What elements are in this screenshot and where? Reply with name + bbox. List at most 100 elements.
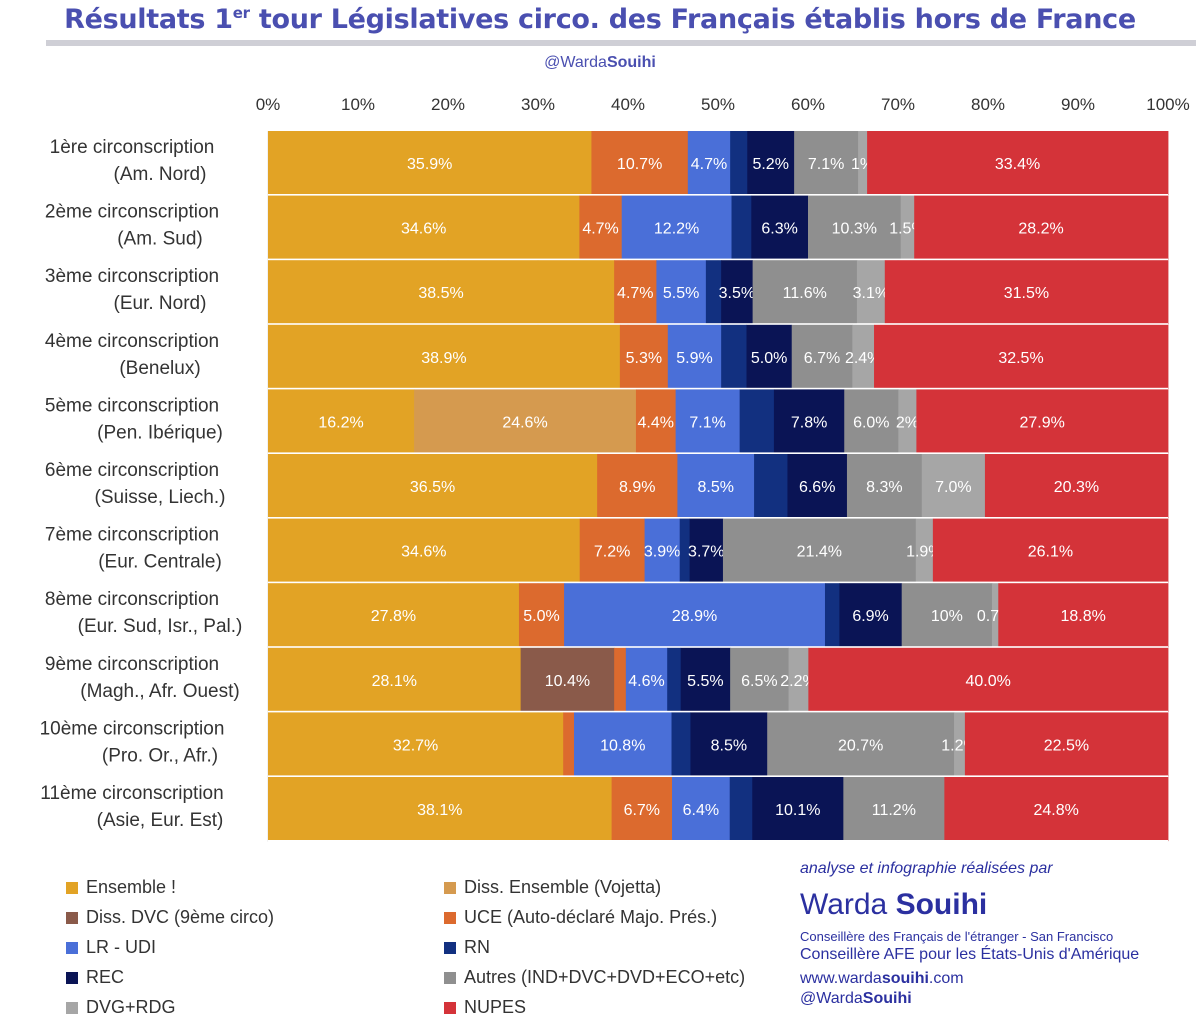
bar-segment-autres (843, 777, 945, 841)
data-label: 20.7% (838, 737, 883, 754)
row-separator (268, 710, 1168, 713)
row-separator (268, 387, 1168, 390)
bar-segment-rec (773, 389, 845, 454)
data-label: 3.9% (644, 544, 680, 561)
title-underline (46, 40, 1196, 46)
row-separator (268, 581, 1168, 584)
data-label: 6.6% (799, 479, 835, 496)
data-label: 27.8% (371, 608, 416, 625)
credit-intro: analyse et infographie réalisées par (800, 860, 1053, 877)
data-label: 3.1% (853, 285, 889, 302)
bar-segment-diss_vojetta (414, 389, 637, 454)
bar-segment-autres (722, 518, 917, 583)
legend-item-diss_dvc: Diss. DVC (9ème circo) (66, 907, 274, 928)
legend-item-dvg: DVG+RDG (66, 997, 176, 1018)
chart-title: Résultats 1er tour Législatives circo. d… (64, 4, 1136, 35)
data-label: 4.4% (638, 414, 674, 431)
bar-segment-ens (268, 712, 564, 777)
x-tick-label: 100% (1146, 95, 1189, 114)
bar-segment-rec (787, 454, 848, 518)
data-label: 6.3% (761, 221, 797, 238)
legend-swatch (444, 971, 456, 984)
bar-segment-uce (611, 777, 673, 841)
bar-segment-lr (625, 647, 668, 712)
row-separator (268, 646, 1168, 648)
bar-segment-ens (268, 260, 615, 325)
data-label: 7.0% (935, 479, 971, 496)
legend-swatch (444, 941, 456, 954)
data-label: 18.8% (1060, 608, 1105, 625)
bar-segment-nupes (932, 518, 1169, 583)
data-label: 24.6% (502, 414, 547, 431)
bar-segment-uce (614, 647, 627, 712)
bar-segment-nupes (867, 131, 1169, 195)
bar-segment-nupes (914, 195, 1169, 260)
data-label: 35.9% (407, 156, 452, 173)
bar-segment-rn (721, 324, 747, 389)
category-sublabel: (Suisse, Liech.) (95, 487, 226, 508)
category-sublabel: (Am. Sud) (117, 229, 203, 250)
data-label: 10.4% (545, 673, 590, 690)
x-tick-label: 70% (881, 95, 915, 114)
x-tick-label: 60% (791, 95, 825, 114)
bar-segment-ens (268, 389, 415, 454)
data-label: 5.0% (751, 350, 787, 367)
credit-handle[interactable]: @WardaSouihi (800, 990, 912, 1007)
data-label: 2.2% (780, 673, 816, 690)
legend-item-lr: LR - UDI (66, 937, 156, 958)
legend-label: UCE (Auto-déclaré Majo. Prés.) (464, 907, 718, 927)
data-label: 31.5% (1004, 285, 1049, 302)
bar-segment-ens (268, 324, 621, 389)
bar-segment-autres (730, 647, 789, 712)
data-label: 36.5% (410, 479, 455, 496)
legend-label: DVG+RDG (86, 997, 176, 1017)
bar-segment-lr (675, 389, 741, 454)
data-label: 40.0% (965, 673, 1010, 690)
x-tick-label: 90% (1061, 95, 1095, 114)
bar-segment-autres (901, 583, 993, 648)
credit-role-line-1: Conseillère des Français de l'étranger -… (800, 929, 1114, 944)
bar-segment-lr (564, 583, 826, 648)
author-handle: @WardaSouihi (544, 54, 656, 71)
data-label: 20.3% (1054, 479, 1099, 496)
category-sublabel: (Asie, Eur. Est) (97, 810, 224, 831)
legend-swatch (66, 971, 78, 984)
bar-segment-lr (574, 712, 672, 777)
data-label: 33.4% (995, 156, 1040, 173)
legend-item-autres: Autres (IND+DVC+DVD+ECO+etc) (444, 967, 745, 988)
data-label: 26.1% (1028, 544, 1073, 561)
category-label: 10ème circonscription (40, 718, 225, 739)
category-label: 3ème circonscription (45, 266, 219, 287)
bar-segment-ens (268, 647, 522, 712)
data-label: 21.4% (797, 544, 842, 561)
category-sublabel: (Pen. Ibérique) (97, 422, 223, 443)
data-label: 11.2% (872, 802, 916, 819)
category-label: 8ème circonscription (45, 589, 219, 610)
bar-segment-uce (635, 389, 677, 454)
bar-segment-nupes (884, 260, 1169, 325)
bar-segment-rec (747, 131, 795, 195)
credit-role-line-2: Conseillère AFE pour les États-Unis d'Am… (800, 946, 1140, 963)
bar-segment-uce (563, 712, 575, 777)
legend-item-rec: REC (66, 967, 124, 988)
data-label: 38.1% (417, 802, 462, 819)
legend-item-diss_vojetta: Diss. Ensemble (Vojetta) (444, 877, 661, 898)
bar-segment-lr (687, 131, 731, 195)
bar-segment-ens (268, 777, 612, 841)
category-label: 1ère circonscription (50, 137, 215, 158)
category-sublabel: (Magh., Afr. Ouest) (80, 681, 239, 702)
bar-segment-lr (667, 324, 722, 389)
data-label: 16.2% (318, 414, 363, 431)
legend-item-nupes: NUPES (444, 997, 526, 1018)
row-separator (268, 517, 1168, 519)
data-label: 10.3% (832, 221, 877, 238)
credit-website[interactable]: www.wardasouihi.com (800, 970, 964, 987)
data-label: 7.2% (594, 544, 630, 561)
bar-segment-rec (839, 583, 903, 648)
data-label: 5.2% (752, 156, 788, 173)
row-separator (268, 323, 1168, 325)
data-label: 5.9% (676, 350, 712, 367)
data-label: 34.6% (401, 221, 446, 238)
legend-item-uce: UCE (Auto-déclaré Majo. Prés.) (444, 907, 717, 928)
bar-segment-uce (579, 195, 623, 260)
